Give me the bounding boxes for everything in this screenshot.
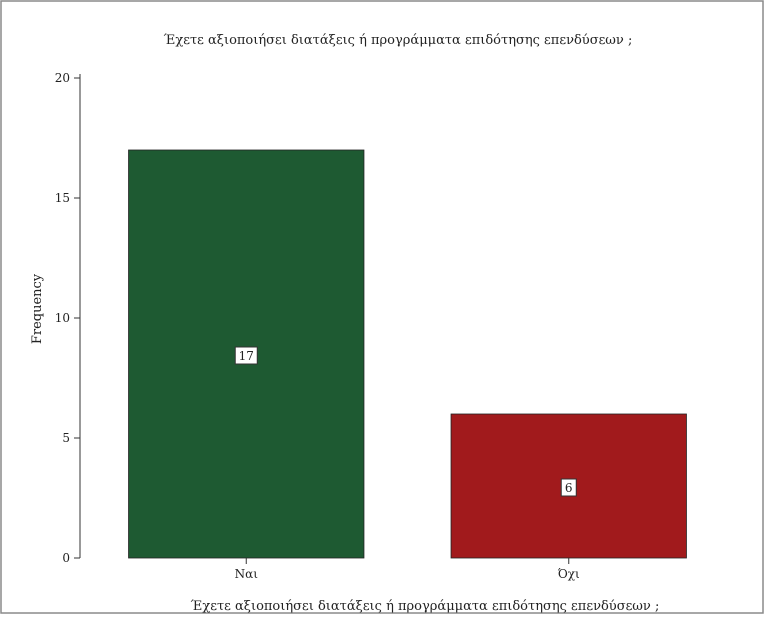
x-tick-label: Όχι [558, 567, 580, 581]
y-tick-label: 5 [62, 431, 70, 445]
y-tick-label: 0 [62, 551, 70, 565]
data-label: 6 [565, 481, 573, 495]
plot-area: 0 5 10 15 20 17 Ναι 6 Όχι [55, 71, 687, 581]
y-tick-label: 20 [55, 71, 70, 85]
data-label: 17 [239, 349, 254, 363]
x-axis-label: Έχετε αξιοποιήσει διατάξεις ή προγράμματ… [191, 599, 660, 614]
chart-title: Έχετε αξιοποιήσει διατάξεις ή προγράμματ… [164, 33, 633, 48]
y-axis-label: Frequency [30, 273, 45, 344]
y-tick-label: 10 [55, 311, 70, 325]
y-tick-label: 15 [55, 191, 70, 205]
data-label-box [234, 346, 258, 365]
data-label-box [560, 478, 577, 497]
x-tick-label: Ναι [235, 567, 259, 581]
